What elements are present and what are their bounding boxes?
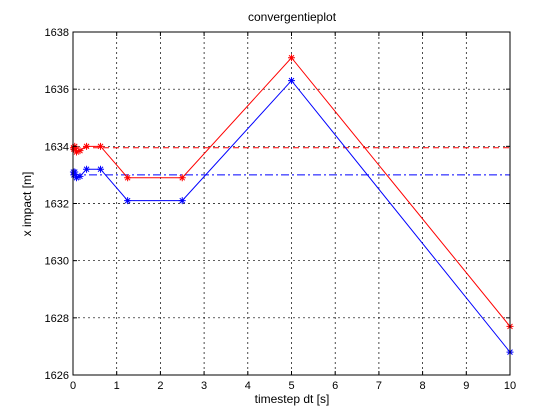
x-tick-label: 10 [504, 380, 516, 392]
x-tick-label: 7 [376, 380, 382, 392]
series-0-point [72, 148, 80, 156]
series-0-point [76, 147, 84, 155]
series-0-point [97, 142, 105, 150]
grid [73, 32, 510, 375]
series-0-point [70, 145, 78, 153]
y-axis-label: x impact [m] [20, 172, 34, 237]
y-tick-label: 1638 [45, 27, 69, 39]
x-tick-label: 2 [157, 380, 163, 392]
x-tick-label: 0 [70, 380, 76, 392]
series-0-point [288, 54, 295, 62]
x-tick-label: 3 [201, 380, 207, 392]
series-1-point [97, 165, 105, 173]
x-tick-label: 6 [332, 380, 338, 392]
x-tick-label: 8 [420, 380, 426, 392]
x-tick-label: 5 [288, 380, 294, 392]
tick-labels: 0 1 2 3 4 5 6 7 8 9 10 1626 1628 1630 1632 1634 1636 1638 [45, 27, 517, 392]
series-line-1 [72, 79, 511, 353]
series-0-point [178, 174, 186, 182]
y-tick-label: 1626 [45, 370, 69, 382]
series-1-point [178, 197, 186, 205]
series-0-point [83, 142, 91, 150]
series-1-point [76, 172, 84, 180]
reference-lines [73, 147, 510, 176]
y-tick-label: 1636 [45, 84, 69, 96]
y-tick-label: 1632 [45, 199, 69, 211]
x-tick-label: 9 [463, 380, 469, 392]
x-axis-label: timestep dt [s] [255, 392, 330, 406]
series-1-point [72, 174, 80, 182]
x-tick-label: 4 [245, 380, 251, 392]
y-tick-label: 1634 [45, 141, 69, 153]
series-1-point [288, 77, 295, 85]
series-1-point [71, 168, 79, 176]
series-1-point [124, 197, 132, 205]
series-1-point [83, 165, 91, 173]
series-0-point [124, 174, 132, 182]
x-tick-label: 1 [114, 380, 120, 392]
axis-ticks [72, 31, 511, 376]
chart-title: convergentieplot [248, 10, 337, 24]
y-tick-label: 1628 [45, 313, 69, 325]
y-tick-label: 1630 [45, 256, 69, 268]
series-1-point [70, 171, 78, 179]
data-series [69, 54, 514, 356]
